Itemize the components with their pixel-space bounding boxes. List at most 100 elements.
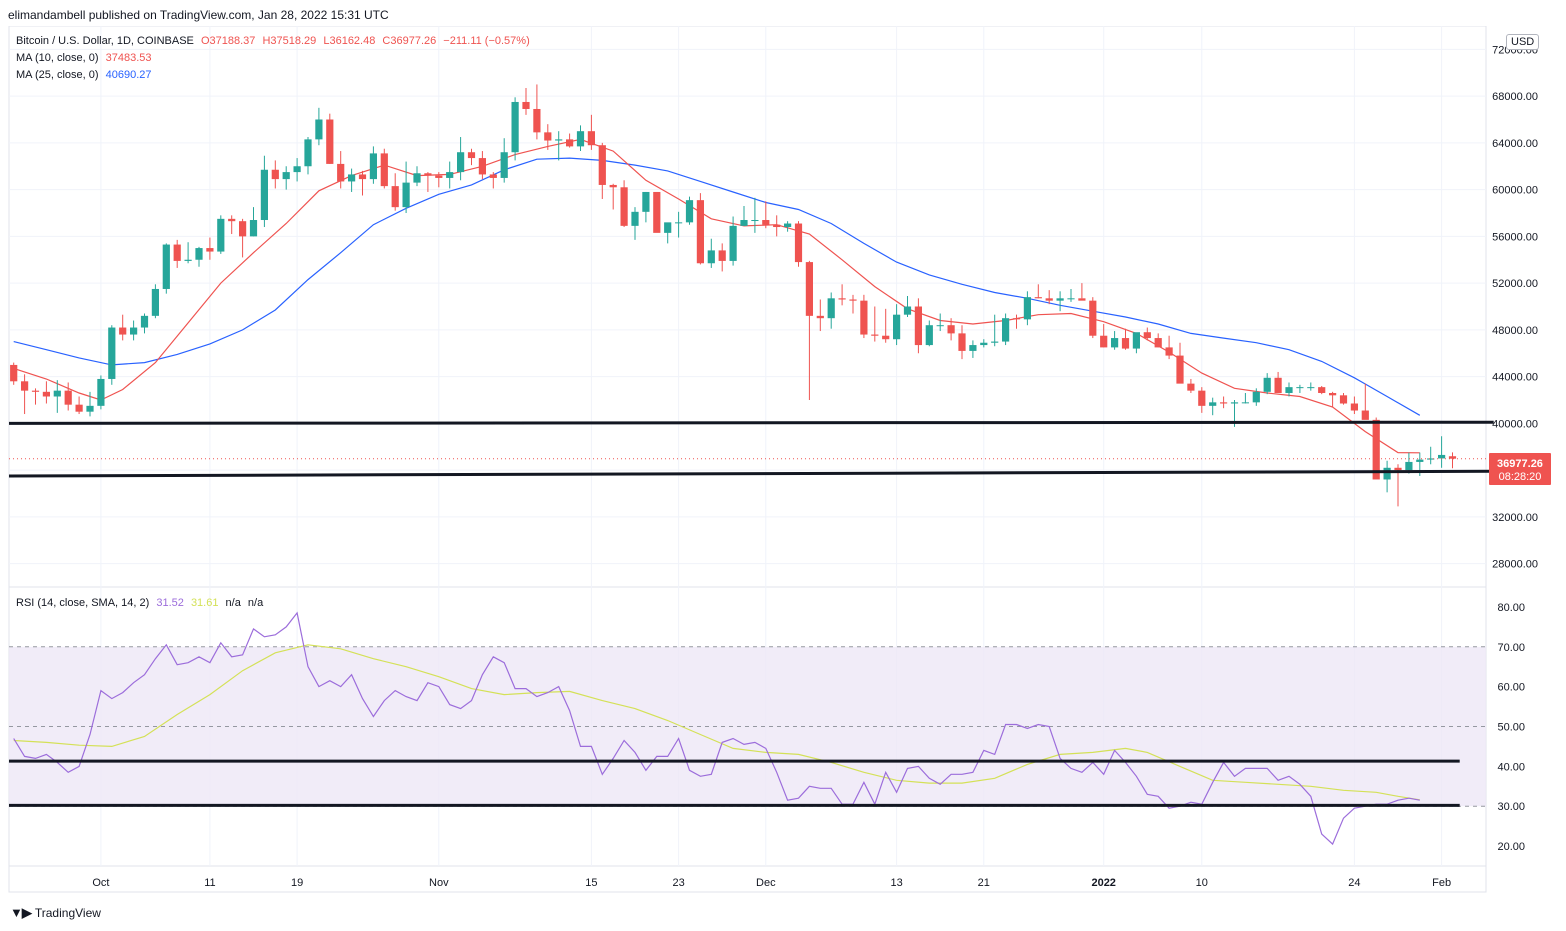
candle-body bbox=[969, 345, 977, 351]
candle-body bbox=[260, 169, 268, 221]
candle-body bbox=[1296, 387, 1304, 389]
candle-body bbox=[119, 327, 127, 335]
candle-body bbox=[446, 172, 454, 178]
price-level-line bbox=[8, 469, 1494, 478]
candle-body bbox=[871, 334, 879, 336]
candle-body bbox=[1230, 402, 1239, 404]
candle-body bbox=[1394, 467, 1402, 471]
candle-body bbox=[1318, 387, 1326, 393]
candle-body bbox=[620, 187, 628, 226]
candle-body bbox=[860, 300, 868, 335]
candle-body bbox=[457, 152, 465, 173]
candle-body bbox=[1111, 338, 1119, 348]
candle-body bbox=[315, 119, 323, 140]
candle-body bbox=[358, 174, 367, 180]
ma25-value: 40690.27 bbox=[105, 69, 152, 81]
candle-body bbox=[893, 314, 901, 340]
candle-body bbox=[1067, 298, 1075, 300]
ma10-label: MA (10, close, 0) bbox=[16, 52, 99, 64]
candle-body bbox=[762, 220, 770, 225]
candle-body bbox=[1056, 298, 1064, 301]
candle-body bbox=[130, 327, 138, 335]
rsi-sma-line bbox=[13, 644, 1420, 801]
rsi-value: 31.52 bbox=[156, 597, 184, 609]
candle-body bbox=[1383, 467, 1391, 480]
candle-body bbox=[544, 132, 552, 141]
rsi-tick-label: 20.00 bbox=[1497, 841, 1525, 853]
candle-body bbox=[140, 315, 149, 328]
candle-body bbox=[838, 298, 846, 300]
candle-body bbox=[1012, 318, 1021, 320]
candle-body bbox=[173, 244, 181, 261]
price-legend: Bitcoin / U.S. Dollar, 1D, COINBASE O371… bbox=[16, 35, 530, 47]
symbol-title[interactable]: Bitcoin / U.S. Dollar, 1D, COINBASE bbox=[16, 35, 194, 47]
time-tick-label: 23 bbox=[672, 877, 684, 889]
bar-countdown: 08:28:20 bbox=[1499, 471, 1542, 483]
candle-body bbox=[1198, 390, 1206, 406]
candle-body bbox=[1372, 419, 1380, 480]
candle-body bbox=[1132, 332, 1140, 349]
candle-body bbox=[718, 250, 726, 261]
candle-body bbox=[1329, 392, 1337, 396]
rsi-tick-label: 70.00 bbox=[1497, 642, 1525, 654]
candle-body bbox=[805, 262, 813, 316]
rsi-legend[interactable]: RSI (14, close, SMA, 14, 2) 31.52 31.61 … bbox=[16, 597, 263, 609]
candle-body bbox=[1274, 377, 1282, 393]
candle-body bbox=[991, 341, 999, 343]
candle-body bbox=[696, 200, 704, 264]
candle-body bbox=[1285, 387, 1293, 393]
candle-body bbox=[773, 224, 781, 228]
candle-body bbox=[489, 174, 497, 178]
ohlc-low: L36162.48 bbox=[323, 35, 376, 47]
candle-body bbox=[751, 220, 759, 222]
rsi-sma-value: 31.61 bbox=[190, 597, 219, 609]
tradingview-logo[interactable]: ▼▶ TradingView bbox=[10, 905, 101, 921]
time-tick-label: Nov bbox=[429, 877, 449, 889]
time-tick-label: 10 bbox=[1196, 877, 1208, 889]
rsi-label: RSI (14, close, SMA, 14, 2) bbox=[16, 597, 150, 609]
candle-body bbox=[184, 259, 192, 261]
candle-body bbox=[195, 248, 203, 260]
candle-body bbox=[664, 222, 672, 233]
candle-body bbox=[1438, 454, 1446, 459]
price-tick-label: 60000.00 bbox=[1492, 185, 1538, 197]
candle-body bbox=[794, 223, 803, 263]
candle-body bbox=[1220, 402, 1228, 404]
candle-body bbox=[1361, 410, 1369, 420]
price-tick-label: 40000.00 bbox=[1492, 418, 1538, 430]
candle-body bbox=[1176, 355, 1184, 384]
ma10-line bbox=[13, 138, 1420, 454]
candle-body bbox=[576, 131, 585, 147]
candle-body bbox=[740, 220, 748, 226]
candle-body bbox=[914, 306, 922, 346]
candle-body bbox=[151, 288, 159, 316]
ma10-legend[interactable]: MA (10, close, 0) 37483.53 bbox=[16, 52, 152, 64]
candle-body bbox=[402, 182, 410, 208]
chart-canvas[interactable]: 72000.0068000.0064000.0060000.0056000.00… bbox=[0, 26, 1566, 931]
currency-badge[interactable]: USD bbox=[1506, 34, 1540, 50]
time-tick-label: Feb bbox=[1432, 877, 1451, 889]
price-tick-label: 52000.00 bbox=[1492, 278, 1538, 290]
ma25-legend[interactable]: MA (25, close, 0) 40690.27 bbox=[16, 69, 152, 81]
candle-body bbox=[369, 153, 377, 180]
time-tick-label: 21 bbox=[978, 877, 990, 889]
candle-body bbox=[282, 172, 290, 180]
candle-body bbox=[1416, 459, 1424, 462]
candle-body bbox=[500, 152, 508, 178]
publisher-line: elimandambell published on TradingView.c… bbox=[8, 8, 389, 22]
price-level-line bbox=[8, 420, 1494, 425]
candle-body bbox=[31, 390, 40, 392]
ma10-value: 37483.53 bbox=[105, 52, 152, 64]
rsi-na-1: n/a bbox=[225, 597, 241, 609]
candle-body bbox=[217, 218, 225, 252]
candle-body bbox=[511, 101, 519, 153]
candle-body bbox=[53, 390, 61, 397]
time-tick-label: 19 bbox=[291, 877, 303, 889]
current-price-box bbox=[1489, 453, 1551, 485]
candle-body bbox=[1023, 297, 1031, 320]
candle-body bbox=[1263, 377, 1271, 392]
candle-body bbox=[1448, 456, 1457, 459]
candle-body bbox=[162, 244, 170, 289]
candle-body bbox=[642, 191, 650, 212]
candle-body bbox=[348, 174, 356, 182]
